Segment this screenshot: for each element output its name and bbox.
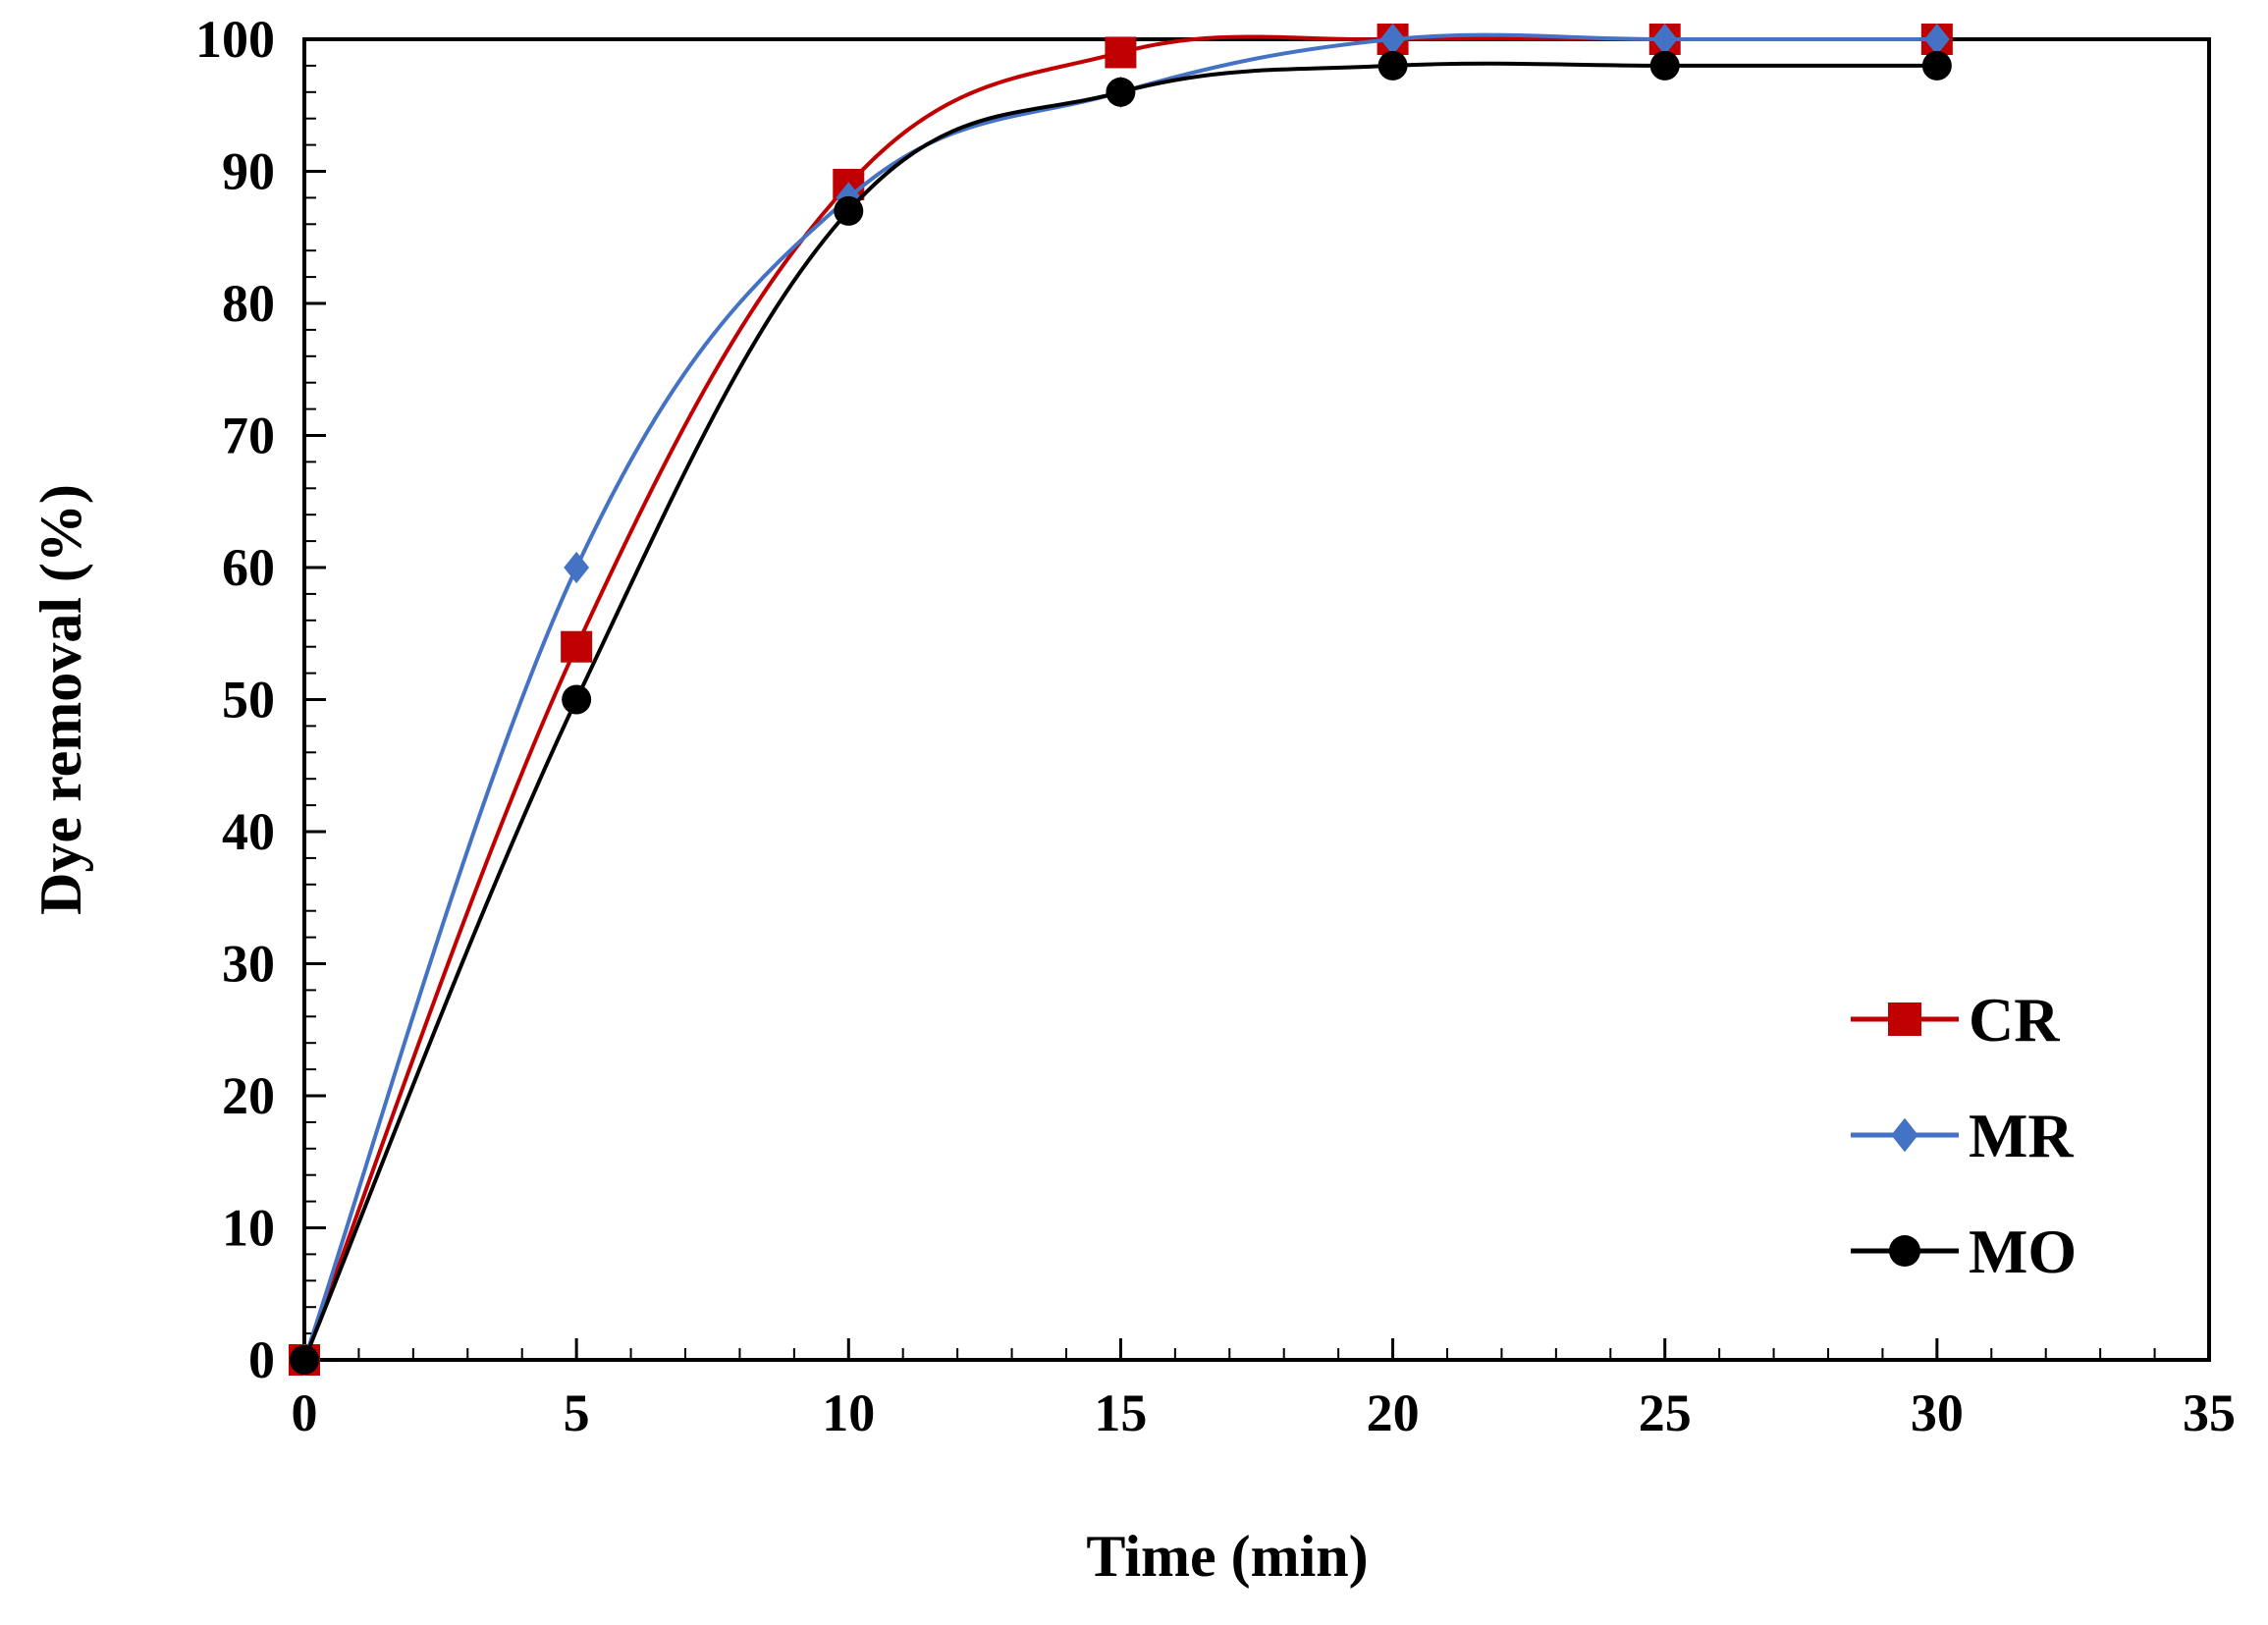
data-point-mr [1923, 23, 1950, 56]
data-point-mo [1649, 50, 1680, 81]
x-tick-labels: 0 5 10 15 20 25 30 35 [292, 1383, 2237, 1442]
x-tick-label: 35 [2183, 1383, 2236, 1442]
data-point-mo [290, 1345, 319, 1375]
series-mo [290, 50, 1952, 1375]
data-point-mo [1377, 50, 1408, 81]
series-cr-line [302, 34, 1937, 1361]
series-mo-line [302, 61, 1937, 1361]
data-point-mr [1379, 23, 1406, 56]
x-tick-label: 15 [1094, 1383, 1147, 1442]
series-cr [289, 24, 1953, 1376]
y-tick-label: 50 [222, 671, 275, 730]
data-point-mr [1651, 23, 1678, 56]
legend: CR MR MO [1851, 985, 2077, 1286]
x-tick-label: 0 [292, 1383, 318, 1442]
y-tick-label: 0 [248, 1330, 275, 1389]
y-tick-label: 100 [195, 10, 275, 69]
legend-marker [1889, 1235, 1920, 1267]
data-point-mo [562, 684, 592, 715]
y-tick-label: 60 [222, 538, 275, 597]
y-axis-title: Dye removal (%) [28, 484, 93, 915]
x-tick-label: 25 [1639, 1383, 1692, 1442]
x-tick-label: 20 [1367, 1383, 1420, 1442]
data-point-cr [561, 630, 593, 663]
x-tick-label: 5 [564, 1383, 590, 1442]
series-mr [292, 23, 1950, 1377]
y-tick-label: 20 [222, 1066, 275, 1125]
series-mr-line [302, 32, 1937, 1361]
y-tick-label: 80 [222, 274, 275, 333]
data-point-mo [1921, 50, 1952, 81]
data-point-mo [1106, 77, 1136, 107]
legend-label: CR [1969, 985, 2060, 1055]
legend-label: MO [1969, 1217, 2077, 1286]
y-tick-label: 70 [222, 406, 275, 465]
data-point-mo [834, 195, 864, 226]
y-tick-labels: 0 10 20 30 40 50 60 70 80 90 100 [195, 10, 275, 1389]
legend-item-mr: MR [1851, 1101, 2074, 1170]
legend-marker [1891, 1117, 1918, 1153]
y-tick-label: 90 [222, 142, 275, 201]
series-group [289, 23, 1953, 1377]
legend-item-mo: MO [1851, 1217, 2077, 1286]
legend-item-cr: CR [1851, 985, 2060, 1055]
x-axis-title: Time (min) [1086, 1524, 1368, 1589]
y-tick-label: 40 [222, 802, 275, 861]
x-tick-label: 30 [1911, 1383, 1964, 1442]
y-tick-label: 10 [222, 1199, 275, 1258]
data-point-cr [1105, 36, 1137, 69]
data-point-mr [564, 551, 590, 584]
plot-area [289, 23, 2211, 1377]
legend-label: MR [1969, 1101, 2074, 1170]
y-tick-label: 30 [222, 935, 275, 994]
x-tick-label: 10 [822, 1383, 875, 1442]
legend-marker [1888, 1002, 1921, 1036]
